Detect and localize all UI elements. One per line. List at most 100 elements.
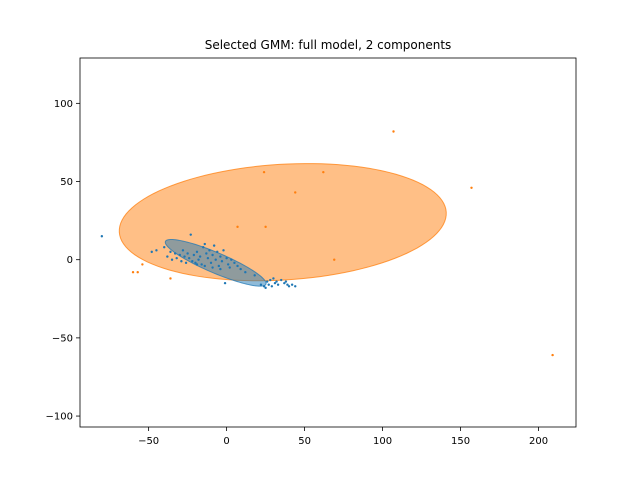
data-point-cluster-1 <box>197 258 200 261</box>
y-tick-label: −50 <box>52 333 73 344</box>
data-point-cluster-1 <box>225 256 228 260</box>
data-point-cluster-1 <box>100 235 104 238</box>
data-point-cluster-1 <box>208 249 211 252</box>
x-tick-label: 100 <box>373 436 392 447</box>
data-point-cluster-1 <box>175 256 178 260</box>
x-tick-label: 150 <box>451 436 470 447</box>
data-point-cluster-1 <box>192 253 196 257</box>
data-point-cluster-2 <box>169 277 172 280</box>
data-point-cluster-2 <box>392 130 395 133</box>
data-point-cluster-1 <box>186 252 189 255</box>
data-point-cluster-2 <box>551 353 554 357</box>
data-point-cluster-1 <box>219 255 222 258</box>
data-point-cluster-1 <box>275 280 278 283</box>
data-point-cluster-1 <box>294 285 297 288</box>
data-point-cluster-2 <box>333 258 336 261</box>
points-layer <box>100 130 554 357</box>
data-point-cluster-1 <box>214 258 217 261</box>
data-point-cluster-2 <box>236 225 239 229</box>
data-point-cluster-1 <box>233 261 236 265</box>
data-point-cluster-1 <box>283 281 286 285</box>
y-tick-label: 100 <box>54 99 73 110</box>
data-point-cluster-2 <box>294 191 297 194</box>
y-tick-label: 0 <box>67 255 73 266</box>
data-point-cluster-1 <box>198 255 202 258</box>
data-point-cluster-2 <box>136 271 139 274</box>
data-point-cluster-1 <box>223 281 227 285</box>
y-tick-label: −100 <box>46 412 73 423</box>
data-point-cluster-1 <box>222 249 225 252</box>
data-point-cluster-1 <box>211 253 214 257</box>
data-point-cluster-1 <box>211 266 214 269</box>
data-point-cluster-1 <box>265 280 269 283</box>
data-point-cluster-1 <box>262 285 266 288</box>
data-point-cluster-1 <box>244 271 247 274</box>
data-point-cluster-1 <box>253 274 256 277</box>
data-point-cluster-1 <box>270 285 274 288</box>
data-point-cluster-2 <box>141 263 144 266</box>
data-point-cluster-1 <box>163 245 166 249</box>
data-point-cluster-1 <box>195 250 199 254</box>
plot-area-frame <box>79 57 577 428</box>
data-point-cluster-1 <box>236 264 239 268</box>
data-point-cluster-1 <box>181 249 185 252</box>
data-point-cluster-2 <box>131 271 135 274</box>
data-point-cluster-1 <box>264 286 267 290</box>
data-point-cluster-1 <box>206 256 210 260</box>
data-point-cluster-2 <box>264 225 267 229</box>
data-point-cluster-1 <box>187 256 191 260</box>
data-point-cluster-1 <box>194 261 197 265</box>
data-point-cluster-1 <box>287 285 291 288</box>
data-point-cluster-1 <box>239 267 242 271</box>
data-point-cluster-1 <box>183 255 186 258</box>
data-point-cluster-1 <box>195 263 199 266</box>
data-point-cluster-1 <box>272 277 275 280</box>
data-point-cluster-1 <box>173 252 177 255</box>
data-point-cluster-1 <box>226 263 230 266</box>
data-point-cluster-2 <box>262 170 266 174</box>
data-point-cluster-1 <box>276 283 280 286</box>
data-point-cluster-1 <box>216 250 219 254</box>
data-point-cluster-1 <box>184 261 188 265</box>
chart-title: Selected GMM: full model, 2 components <box>205 38 452 52</box>
data-point-cluster-1 <box>169 250 172 254</box>
data-point-cluster-1 <box>166 255 169 258</box>
data-point-cluster-1 <box>220 260 224 263</box>
y-tick-label: 50 <box>60 177 73 188</box>
data-point-cluster-2 <box>470 186 473 189</box>
data-point-cluster-1 <box>209 261 213 265</box>
ellipse-layer <box>118 163 447 287</box>
data-point-cluster-1 <box>284 280 288 283</box>
data-point-cluster-1 <box>180 260 183 263</box>
data-point-cluster-1 <box>230 258 233 261</box>
data-point-cluster-1 <box>203 242 206 246</box>
data-point-cluster-1 <box>212 244 216 247</box>
data-point-cluster-1 <box>290 283 294 286</box>
data-point-cluster-1 <box>217 264 221 268</box>
data-point-cluster-1 <box>155 249 158 252</box>
data-point-cluster-1 <box>259 283 263 286</box>
axes-layer: −50 0 50 100 150 200 −100 −50 0 50 100 <box>46 57 577 447</box>
data-point-cluster-1 <box>150 250 153 254</box>
data-point-cluster-1 <box>273 281 277 285</box>
data-point-cluster-2 <box>322 170 325 174</box>
data-point-cluster-1 <box>205 252 208 255</box>
data-point-cluster-1 <box>178 253 182 257</box>
data-point-cluster-1 <box>191 260 194 263</box>
data-point-cluster-1 <box>202 245 205 249</box>
data-point-cluster-1 <box>280 278 283 282</box>
data-point-cluster-1 <box>170 258 174 261</box>
data-point-cluster-1 <box>189 233 192 236</box>
gmm-component-ellipse-2 <box>164 238 267 287</box>
x-tick-label: 200 <box>529 436 548 447</box>
data-point-cluster-1 <box>228 266 231 269</box>
data-point-cluster-1 <box>286 283 289 286</box>
data-point-cluster-1 <box>267 283 270 286</box>
data-point-cluster-1 <box>219 267 222 271</box>
x-tick-label: 0 <box>223 436 229 447</box>
data-point-cluster-1 <box>200 263 203 266</box>
data-point-cluster-1 <box>203 264 206 268</box>
x-tick-label: −50 <box>138 436 159 447</box>
data-point-cluster-1 <box>269 278 272 282</box>
